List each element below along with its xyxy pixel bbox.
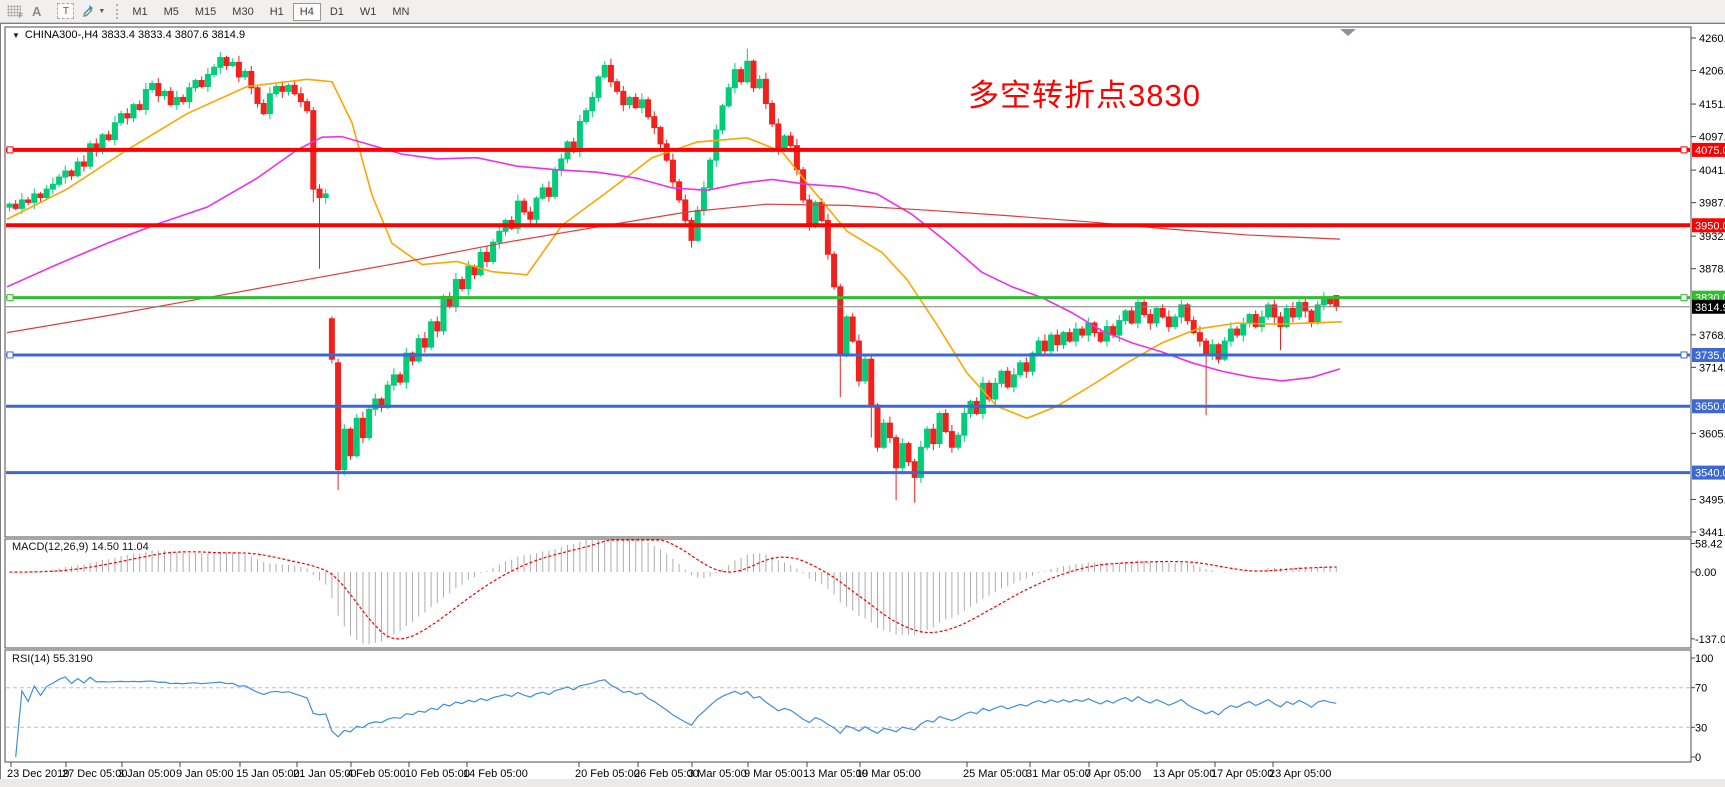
tf-button-m5[interactable]: M5 xyxy=(157,3,186,21)
price-tick-label: 4260.5 xyxy=(1699,33,1725,45)
chevron-down-icon[interactable]: ▼ xyxy=(98,7,106,15)
timeframe-group: M1 M5 M15 M30 H1 H4 D1 W1 MN xyxy=(124,2,417,21)
tf-button-h4[interactable]: H4 xyxy=(292,2,321,21)
panel-frames xyxy=(4,26,1692,763)
rsi-scale-label: 0 xyxy=(1695,752,1701,764)
symbol-ohlc-text: CHINA300-,H4 3833.4 3833.4 3807.6 3814.9 xyxy=(24,29,246,41)
date-tick-label: 26 Feb 05:00 xyxy=(634,768,699,780)
date-tick-label: 7 Apr 05:00 xyxy=(1085,768,1141,780)
price-tick-label: 4151.0 xyxy=(1699,99,1725,111)
rsi-indicator-label: RSI(14) 55.3190 xyxy=(12,653,93,665)
indicator-scales: 58.42 0.00 -137.09 100 70 30 0 xyxy=(1691,539,1725,764)
price-badge: 3735.0 xyxy=(1695,350,1725,362)
price-tick-label: 4097.0 xyxy=(1699,132,1725,144)
rsi-scale-label: 70 xyxy=(1695,683,1707,695)
date-tick-label: 14 Feb 05:00 xyxy=(463,768,528,780)
arrow-pointer-icon[interactable]: A xyxy=(32,2,41,20)
ma-mid xyxy=(6,135,1341,382)
grid-icon[interactable]: F xyxy=(3,2,23,20)
chart-annotation[interactable]: 多空转折点3830 xyxy=(968,78,1201,113)
macd-indicator-label: MACD(12,26,9) 14.50 11.04 xyxy=(12,541,149,553)
macd-signal-line xyxy=(9,539,1337,640)
ma-fast xyxy=(6,78,1343,420)
horizontal-lines[interactable] xyxy=(6,146,1690,475)
date-tick-label: 21 Jan 05:00 xyxy=(293,768,357,780)
letter-a-glyph: A xyxy=(32,3,42,19)
date-tick-label: 3 Mar 05:00 xyxy=(688,768,747,780)
date-tick-label: 3 Jan 05:00 xyxy=(118,768,176,780)
price-tick-label: 3987.5 xyxy=(1699,198,1725,210)
price-tick-label: 4206.5 xyxy=(1699,66,1725,78)
tf-button-m30[interactable]: M30 xyxy=(225,3,260,21)
text-label-icon[interactable]: T xyxy=(47,2,75,20)
date-tick-label: 25 Mar 05:00 xyxy=(963,768,1028,780)
tf-button-d1[interactable]: D1 xyxy=(323,3,351,21)
date-tick-label: 4 Feb 05:00 xyxy=(347,768,406,780)
date-tick-label: 23 Apr 05:00 xyxy=(1269,768,1331,780)
price-badge: 3950.0 xyxy=(1695,220,1725,232)
price-tick-label: 3768.5 xyxy=(1699,330,1725,342)
toolbar: F A T ▼ M1 M5 M15 M30 H1 H4 D1 W1 MN xyxy=(0,0,1725,23)
tf-button-h1[interactable]: H1 xyxy=(263,3,291,21)
date-tick-label: 23 Dec 2019 xyxy=(7,768,69,780)
date-tick-label: 15 Jan 05:00 xyxy=(236,768,300,780)
price-tick-label: 3932.0 xyxy=(1699,231,1725,243)
price-badge: 3540.0 xyxy=(1695,468,1725,480)
chart-shift-marker-icon[interactable] xyxy=(1340,29,1356,36)
rsi-line xyxy=(15,676,1337,758)
macd-scale-label: 0.00 xyxy=(1695,567,1716,579)
price-badge: 4075.0 xyxy=(1695,145,1725,157)
toolbar-grip[interactable] xyxy=(116,3,119,19)
status-strip xyxy=(0,779,1725,787)
arrows-icon[interactable]: ▼ xyxy=(80,2,105,20)
price-tick-label: 3605.0 xyxy=(1699,428,1725,440)
price-tick-label: 4041.5 xyxy=(1699,165,1725,177)
price-badge: 3650.0 xyxy=(1695,401,1725,413)
date-tick-label: 20 Feb 05:00 xyxy=(575,768,640,780)
candlestick-series xyxy=(6,48,1340,503)
date-tick-label: 17 Apr 05:00 xyxy=(1211,768,1273,780)
date-tick-label: 19 Mar 05:00 xyxy=(856,768,921,780)
rsi-panel xyxy=(6,687,1690,728)
price-tick-label: 3714.5 xyxy=(1699,362,1725,374)
tf-button-w1[interactable]: W1 xyxy=(353,3,384,21)
rsi-scale-label: 30 xyxy=(1695,722,1707,734)
date-tick-label: 10 Feb 05:00 xyxy=(405,768,470,780)
date-tick-label: 27 Dec 05:00 xyxy=(62,768,127,780)
chart-dropdown-icon[interactable]: ▼ xyxy=(12,31,20,40)
rsi-scale-label: 100 xyxy=(1695,653,1713,665)
tf-button-m15[interactable]: M15 xyxy=(188,3,223,21)
price-tick-label: 3495.5 xyxy=(1699,494,1725,506)
price-axis[interactable]: 4260.5 4206.5 4151.0 4097.0 4041.5 3987.5 3932… xyxy=(1691,33,1725,539)
grid-icon-glyph: F xyxy=(7,5,23,20)
tf-button-mn[interactable]: MN xyxy=(385,3,416,21)
tf-button-m1[interactable]: M1 xyxy=(125,3,154,21)
price-tick-label: 3441.5 xyxy=(1699,527,1725,539)
date-tick-label: 9 Jan 05:00 xyxy=(176,768,234,780)
macd-scale-label: -137.09 xyxy=(1695,634,1725,646)
date-tick-label: 9 Mar 05:00 xyxy=(744,768,803,780)
symbol-info-line: ▼ CHINA300-,H4 3833.4 3833.4 3807.6 3814.… xyxy=(12,29,245,41)
date-tick-label: 31 Mar 05:00 xyxy=(1026,768,1091,780)
price-badge: 3814.9 xyxy=(1695,302,1725,314)
date-tick-label: 13 Apr 05:00 xyxy=(1153,768,1215,780)
price-tick-label: 3878.0 xyxy=(1699,264,1725,276)
macd-scale-label: 58.42 xyxy=(1695,539,1723,551)
arrows-icon-svg xyxy=(83,5,94,17)
date-tick-label: 13 Mar 05:00 xyxy=(803,768,868,780)
text-icon-glyph: T xyxy=(57,3,75,19)
